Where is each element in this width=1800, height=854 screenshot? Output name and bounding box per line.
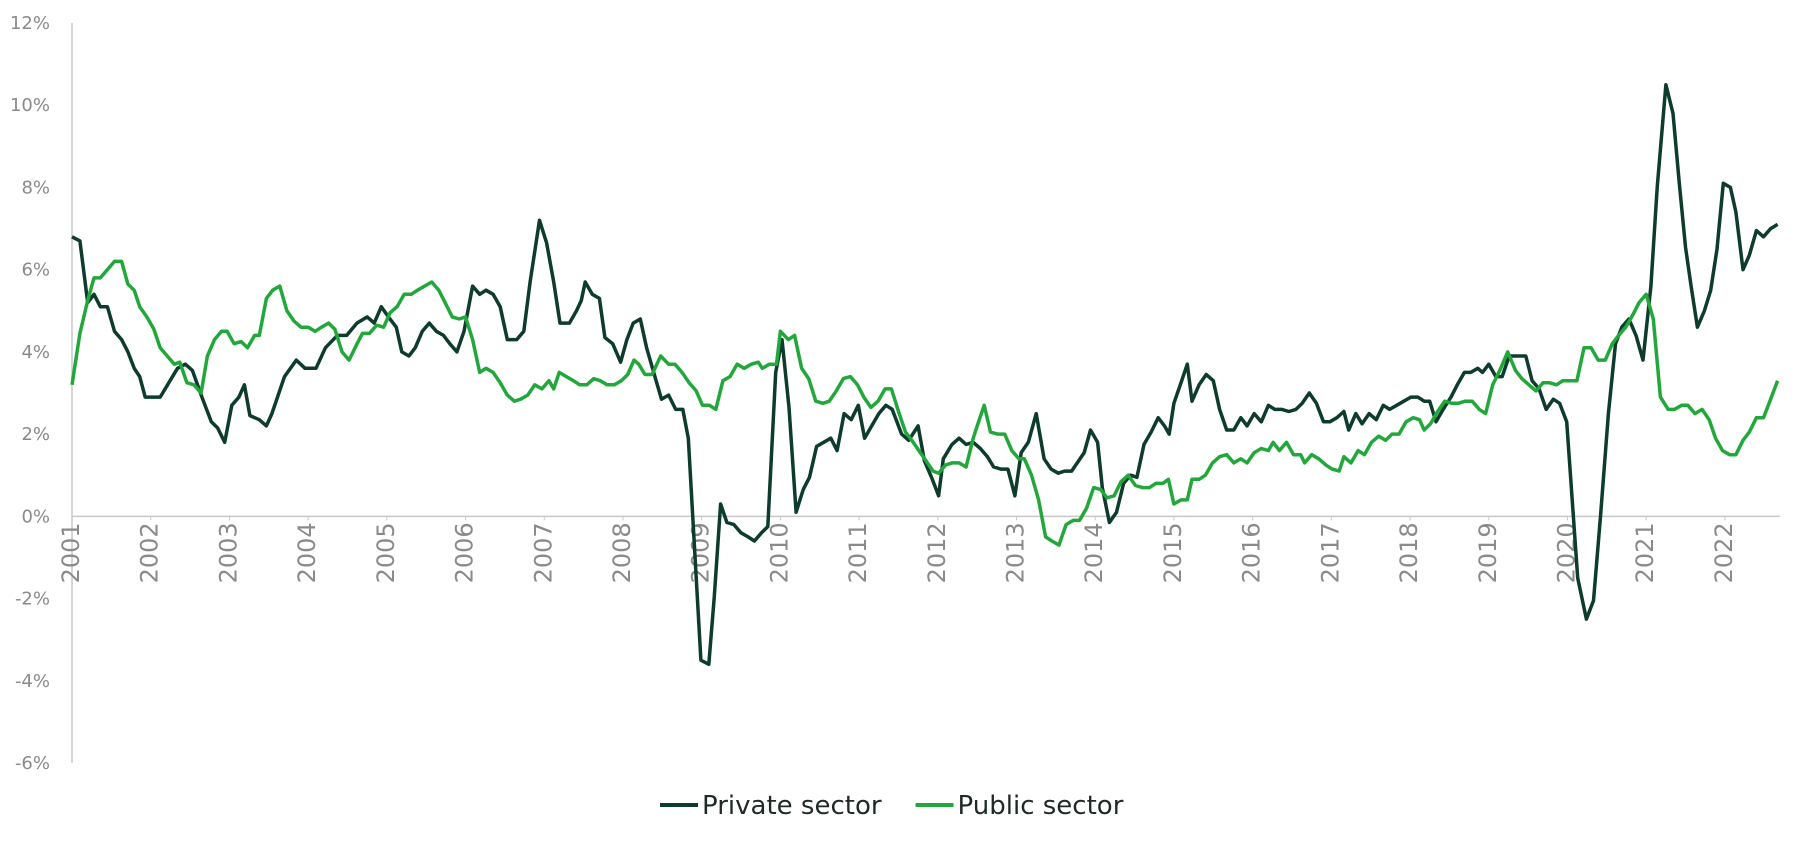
x-tick-label: 2008 (608, 522, 636, 583)
x-tick-label: 2018 (1395, 522, 1423, 583)
y-tick-label: -6% (15, 753, 50, 774)
x-tick-label: 2001 (57, 522, 85, 583)
x-tick-label: 2019 (1474, 522, 1502, 583)
x-tick-label: 2005 (372, 522, 400, 583)
x-tick-label: 2002 (136, 522, 164, 583)
y-tick-label: 2% (21, 424, 50, 445)
x-tick-label: 2003 (214, 522, 242, 583)
x-tick-label: 2004 (293, 522, 321, 583)
x-tick-label: 2011 (844, 522, 872, 583)
x-tick-label: 2016 (1238, 522, 1266, 583)
y-tick-label: -2% (15, 589, 50, 610)
x-tick-label: 2017 (1316, 522, 1344, 583)
x-tick-label: 2014 (1080, 522, 1108, 583)
x-tick-label: 2021 (1631, 522, 1659, 583)
y-tick-label: 4% (21, 342, 50, 363)
y-tick-label: 8% (21, 177, 50, 198)
x-tick-label: 2007 (529, 522, 557, 583)
x-tick-label: 2009 (687, 522, 715, 583)
legend-label: Private sector (702, 791, 882, 821)
x-tick-label: 2012 (923, 522, 951, 583)
y-tick-label: 6% (21, 260, 50, 281)
series-line (70, 259, 1780, 547)
x-tick-label: 2010 (765, 522, 793, 583)
x-tick-label: 2006 (451, 522, 479, 583)
y-tick-label: 12% (10, 13, 50, 34)
x-tick-label: 2022 (1710, 522, 1738, 583)
legend: Private sector Public sector (660, 791, 1124, 821)
y-tick-label: 10% (10, 95, 50, 116)
x-tick-label: 2015 (1159, 522, 1187, 583)
y-tick-label: -4% (15, 671, 50, 692)
y-tick-label: 0% (21, 506, 50, 527)
x-tick-label: 2013 (1002, 522, 1030, 583)
legend-label: Public sector (958, 791, 1124, 821)
